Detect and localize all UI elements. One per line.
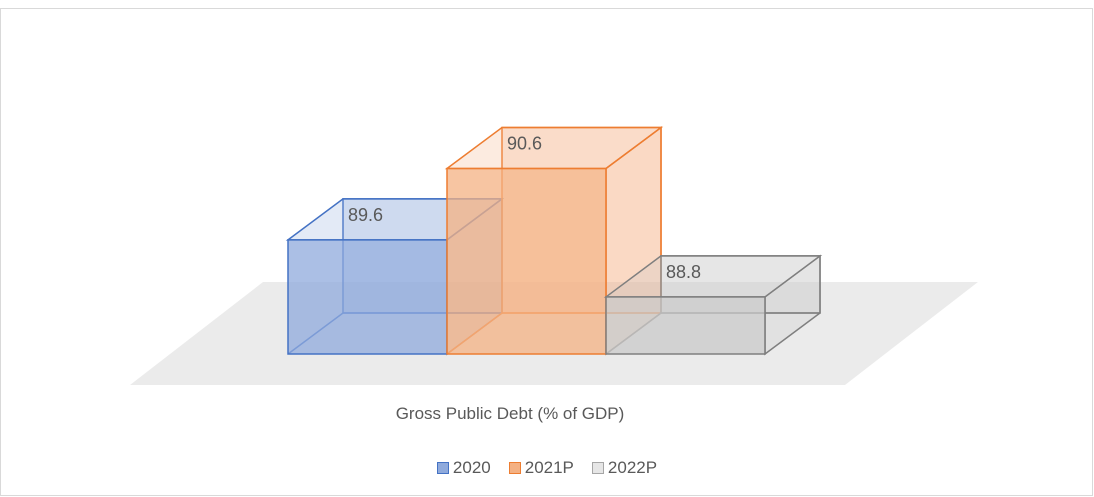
legend: 2020 2021P 2022P	[0, 458, 1094, 478]
chart-frame	[0, 8, 1093, 496]
legend-label-2020: 2020	[452, 458, 491, 477]
legend-label-2021p: 2021P	[524, 458, 574, 477]
legend-label-2022p: 2022P	[607, 458, 658, 477]
bars-group: 89.6 90.6 88.8	[285, 126, 823, 356]
legend-item-2020: 2020	[436, 458, 491, 478]
bar-front-face-2020	[287, 239, 448, 355]
legend-item-2022p: 2022P	[591, 458, 658, 478]
legend-swatch-2021p	[508, 462, 521, 474]
bar-front-face-2022p	[605, 296, 766, 355]
bar-2021p: 90.6	[444, 126, 664, 356]
legend-swatch-2020	[436, 462, 449, 474]
bar-front-face-2021p	[446, 167, 607, 355]
data-label-2020: 89.6	[348, 205, 383, 225]
data-label-2022p: 88.8	[666, 262, 701, 282]
legend-item-2021p: 2021P	[508, 458, 574, 478]
bar-2022p: 88.8	[603, 254, 823, 356]
category-label: Gross Public Debt (% of GDP)	[395, 404, 625, 423]
legend-swatch-2022p	[591, 462, 604, 474]
data-label-2021p: 90.6	[507, 134, 542, 154]
